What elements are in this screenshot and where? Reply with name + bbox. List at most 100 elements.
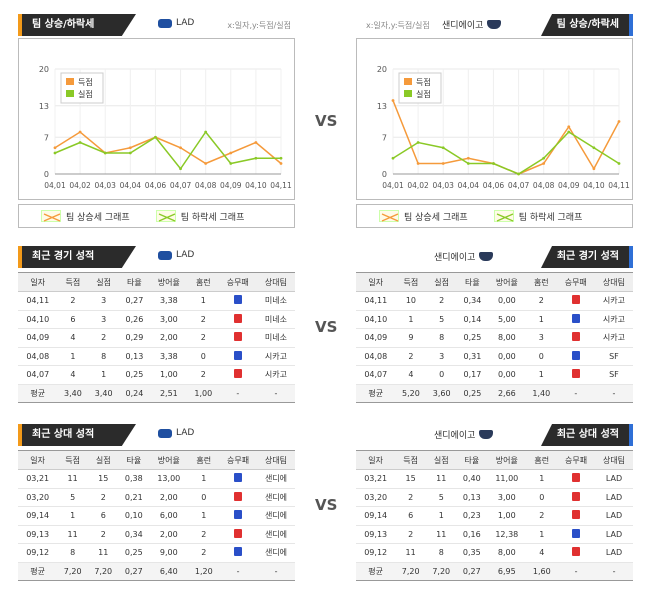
table-cell: 시카고: [594, 291, 633, 311]
table-cell: 2: [526, 506, 558, 526]
table-cell: 2: [188, 525, 220, 544]
result-badge: [234, 510, 243, 520]
y-tick-label: 13: [39, 102, 49, 111]
x-tick-label: 04,06: [483, 181, 505, 190]
table-header-row: 일자 득점 실점 타율 방어율 홈런 승무패 상대팀: [356, 272, 633, 292]
table-cell: 3: [88, 310, 120, 329]
column-header: 상대팀: [595, 450, 633, 470]
data-point: [179, 167, 182, 171]
average-cell: 6,40: [149, 562, 189, 581]
result-badge: [571, 369, 580, 379]
axis-note: x:일자,y:득점/실점: [227, 21, 291, 30]
table-cell: 0,16: [456, 525, 488, 544]
h2h-table-right: 일자 득점 실점 타율 방어율 홈런 승무패 상대팀 03,21 15 11 0,40 11,00 1 LA…: [356, 450, 633, 581]
result-cell: [218, 328, 257, 348]
legend-label: 실점: [416, 89, 431, 99]
dodgers-logo-icon: [158, 18, 172, 28]
table-cell: 3: [426, 347, 458, 366]
table-cell: 샌디에: [257, 525, 295, 544]
table-row: 03,21 15 11 0,40 11,00 1 LAD: [356, 469, 633, 489]
table-cell: 3,00: [149, 310, 188, 329]
column-header: 방어율: [487, 272, 526, 292]
average-cell: 평균: [356, 384, 396, 403]
legend-swatch: [66, 78, 74, 85]
column-header: 홈런: [525, 272, 557, 292]
table-cell: 4: [526, 543, 558, 563]
left-h2h-panel: 최근 상대 성적 LAD 일자 득점 실점 타율 방어율 홈런 승무패 상대팀 03,21 11 1…: [18, 424, 295, 581]
table-row: 04,08 2 3 0,31 0,00 0 SF: [356, 347, 633, 366]
result-cell: [218, 310, 257, 329]
result-badge: [571, 350, 580, 360]
result-badge: [233, 313, 242, 323]
result-badge: [572, 547, 581, 557]
table-cell: 0,31: [457, 347, 488, 366]
recent-table-right: 일자 득점 실점 타율 방어율 홈런 승무패 상대팀 04,11 10 2 0,34 0,00 2 시카고 0…: [356, 272, 633, 403]
column-header: 일자: [356, 450, 396, 470]
x-tick-label: 04,11: [608, 181, 630, 190]
data-point: [617, 162, 621, 165]
result-badge: [572, 510, 581, 520]
average-cell: -: [219, 562, 258, 581]
y-tick-label: 13: [377, 102, 387, 111]
result-badge: [571, 313, 580, 323]
y-tick-label: 7: [44, 133, 49, 142]
table-row: 04,10 6 3 0,26 3,00 2 미네소: [18, 310, 295, 329]
right-recent-panel: 샌디에이고 최근 경기 성적 일자 득점 실점 타율 방어율 홈런 승무패 상대팀 04,11 1…: [356, 246, 633, 403]
table-cell: 03,20: [18, 488, 58, 507]
data-point: [492, 162, 495, 165]
table-cell: 1,00: [149, 365, 188, 385]
average-cell: 7,20: [395, 562, 426, 581]
column-header: 실점: [425, 450, 457, 470]
table-cell: LAD: [595, 488, 633, 507]
result-cell: [556, 365, 595, 385]
result-cell: [218, 291, 257, 311]
result-badge: [233, 350, 242, 360]
table-cell: 0,23: [456, 506, 488, 526]
data-point: [229, 151, 233, 155]
average-cell: 1,20: [188, 562, 220, 581]
table-cell: 0,21: [118, 488, 150, 507]
average-cell: -: [595, 562, 633, 581]
result-cell: [557, 488, 596, 507]
column-header: 상대팀: [256, 272, 295, 292]
average-cell: 7,20: [87, 562, 119, 581]
table-cell: 0,25: [118, 543, 150, 563]
x-tick-label: 04,03: [432, 181, 454, 190]
x-tick-label: 04,07: [170, 181, 192, 190]
table-header-row: 일자 득점 실점 타율 방어율 홈런 승무패 상대팀: [18, 450, 295, 470]
data-point: [542, 156, 546, 160]
result-cell: [557, 543, 596, 563]
x-tick-label: 04,07: [508, 181, 530, 190]
data-point: [441, 146, 445, 150]
table-cell: 3,38: [149, 291, 188, 311]
result-badge: [234, 473, 243, 483]
table-cell: 2: [187, 365, 219, 385]
legend-up: 팀 상승세 그래프: [41, 210, 130, 223]
result-badge: [233, 369, 242, 379]
y-tick-label: 20: [39, 65, 49, 74]
trend-down-icon: [155, 210, 176, 222]
average-cell: 1,00: [187, 384, 219, 403]
column-header: 승무패: [218, 272, 257, 292]
left-recent-panel: 최근 경기 성적 LAD 일자 득점 실점 타율 방어율 홈런 승무패 상대팀 04,11 2 3 0…: [18, 246, 295, 403]
vs-label: VS: [315, 496, 338, 514]
column-header: 일자: [18, 272, 58, 292]
table-cell: 시카고: [256, 365, 295, 385]
result-cell: [219, 525, 258, 544]
table-cell: 0,13: [119, 347, 150, 366]
table-cell: 09,14: [356, 506, 396, 526]
y-tick-label: 7: [382, 133, 387, 142]
x-tick-label: 04,04: [458, 181, 480, 190]
average-cell: -: [594, 384, 633, 403]
result-badge: [234, 528, 243, 538]
table-cell: 1: [425, 506, 457, 526]
table-cell: 6,00: [149, 506, 189, 526]
table-cell: 5: [425, 488, 457, 507]
table-cell: 0: [525, 347, 557, 366]
right-h2h-panel: 샌디에이고 최근 상대 성적 일자 득점 실점 타율 방어율 홈런 승무패 상대팀 03,21 1…: [356, 424, 633, 581]
table-cell: 0,13: [456, 488, 488, 507]
trend-title-tab: 팀 상승/하락세: [541, 14, 633, 36]
vs-label: VS: [315, 112, 338, 130]
x-tick-label: 04,09: [558, 181, 580, 190]
